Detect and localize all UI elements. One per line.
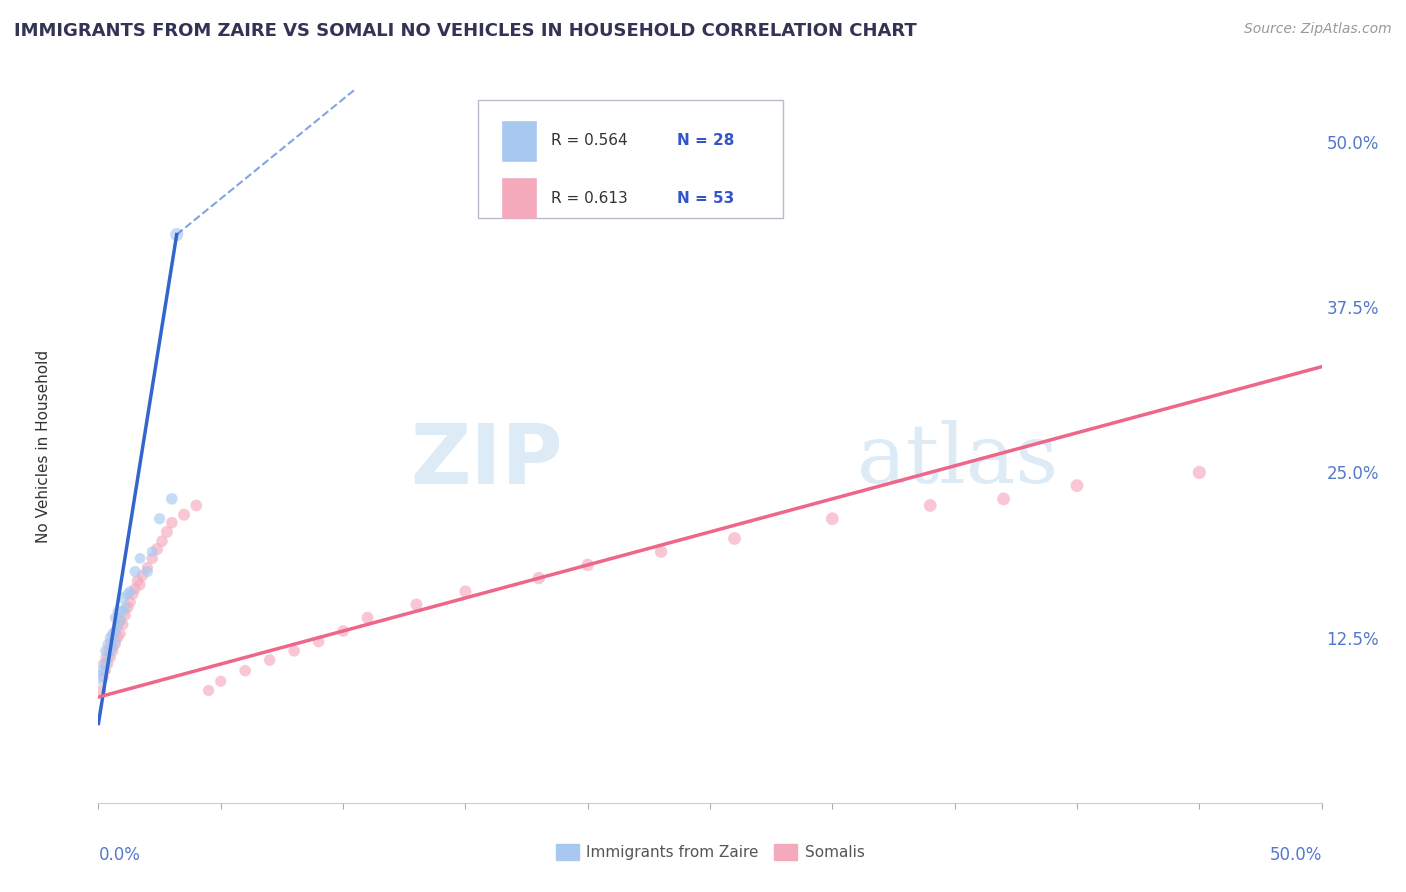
- Point: [101, 631, 124, 645]
- Point: [821, 511, 844, 525]
- Point: [576, 558, 599, 572]
- Text: atlas: atlas: [856, 420, 1059, 500]
- Point: [94, 644, 117, 658]
- Point: [100, 631, 122, 645]
- Point: [94, 664, 117, 678]
- Point: [120, 584, 142, 599]
- Point: [1188, 466, 1211, 480]
- Legend: Immigrants from Zaire, Somalis: Immigrants from Zaire, Somalis: [550, 838, 870, 866]
- Point: [104, 634, 127, 648]
- Point: [146, 542, 169, 557]
- Point: [124, 565, 146, 579]
- Point: [101, 640, 124, 654]
- Point: [141, 551, 163, 566]
- Point: [91, 670, 114, 684]
- Point: [104, 624, 127, 638]
- Point: [107, 631, 129, 645]
- Point: [283, 644, 305, 658]
- Point: [136, 560, 159, 574]
- Point: [97, 650, 120, 665]
- Point: [91, 657, 114, 671]
- Point: [107, 617, 129, 632]
- Point: [259, 653, 281, 667]
- Text: R = 0.613: R = 0.613: [551, 191, 627, 205]
- Point: [209, 674, 232, 689]
- Text: 0.0%: 0.0%: [98, 846, 141, 863]
- Point: [110, 614, 132, 628]
- Point: [308, 634, 330, 648]
- Point: [114, 608, 136, 623]
- Point: [104, 624, 127, 638]
- Point: [91, 664, 114, 678]
- Bar: [502, 178, 536, 218]
- Point: [527, 571, 550, 585]
- Point: [121, 587, 143, 601]
- Point: [127, 574, 149, 588]
- Point: [197, 683, 219, 698]
- Text: N = 53: N = 53: [678, 191, 734, 205]
- Point: [149, 511, 172, 525]
- Point: [332, 624, 354, 638]
- Point: [233, 664, 256, 678]
- Point: [101, 644, 124, 658]
- Point: [104, 637, 127, 651]
- Point: [114, 600, 136, 615]
- Point: [100, 637, 122, 651]
- Text: 50.0%: 50.0%: [1270, 846, 1322, 863]
- Point: [101, 626, 124, 640]
- Point: [120, 595, 142, 609]
- Point: [156, 524, 179, 539]
- Point: [111, 617, 134, 632]
- Text: R = 0.564: R = 0.564: [551, 134, 627, 148]
- Point: [993, 491, 1015, 506]
- Point: [97, 644, 120, 658]
- Bar: [502, 121, 536, 161]
- Point: [104, 611, 127, 625]
- Point: [454, 584, 477, 599]
- Point: [97, 657, 120, 671]
- Point: [94, 650, 117, 665]
- Text: Source: ZipAtlas.com: Source: ZipAtlas.com: [1244, 22, 1392, 37]
- Point: [107, 604, 129, 618]
- Text: No Vehicles in Household: No Vehicles in Household: [37, 350, 51, 542]
- Point: [173, 508, 195, 522]
- Point: [124, 582, 146, 596]
- Point: [166, 227, 188, 242]
- Point: [356, 611, 378, 625]
- Text: ZIP: ZIP: [411, 420, 564, 500]
- Point: [94, 657, 117, 671]
- Point: [650, 545, 672, 559]
- Text: IMMIGRANTS FROM ZAIRE VS SOMALI NO VEHICLES IN HOUSEHOLD CORRELATION CHART: IMMIGRANTS FROM ZAIRE VS SOMALI NO VEHIC…: [14, 22, 917, 40]
- Point: [110, 626, 132, 640]
- Point: [131, 568, 153, 582]
- Point: [723, 532, 745, 546]
- Point: [160, 491, 183, 506]
- Point: [111, 604, 134, 618]
- FancyBboxPatch shape: [478, 100, 783, 218]
- Point: [1066, 478, 1088, 492]
- Point: [100, 650, 122, 665]
- Point: [129, 551, 152, 566]
- Point: [90, 683, 112, 698]
- Point: [117, 600, 139, 615]
- Point: [136, 565, 159, 579]
- Point: [100, 644, 122, 658]
- Point: [405, 598, 427, 612]
- Text: N = 28: N = 28: [678, 134, 734, 148]
- Point: [920, 499, 942, 513]
- Point: [129, 578, 152, 592]
- Point: [150, 534, 173, 549]
- Point: [107, 617, 129, 632]
- Point: [186, 499, 208, 513]
- Point: [97, 637, 120, 651]
- Point: [117, 587, 139, 601]
- Point: [111, 591, 134, 605]
- Point: [110, 614, 132, 628]
- Point: [160, 516, 183, 530]
- Point: [141, 545, 163, 559]
- Point: [90, 670, 112, 684]
